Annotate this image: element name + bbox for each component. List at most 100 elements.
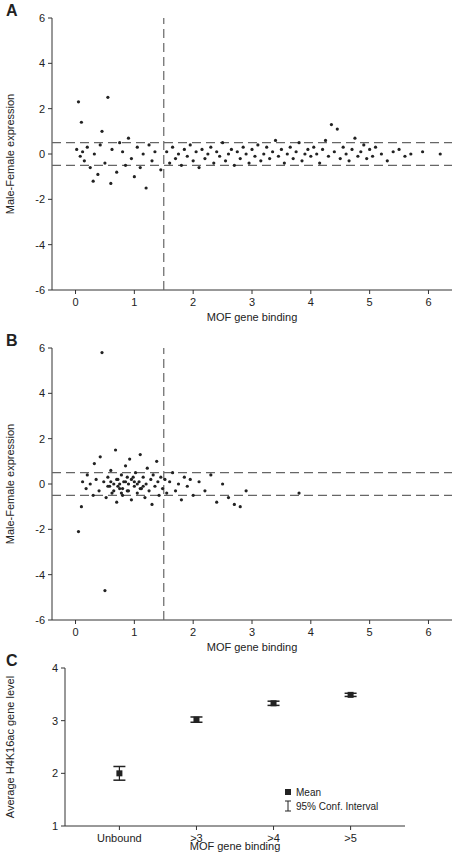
point [324, 139, 327, 142]
point [106, 485, 109, 488]
point [126, 476, 129, 479]
y-tick-label: 2 [39, 103, 45, 115]
figure: AMale-Female expression-6-4-202460123456… [0, 0, 465, 853]
point [280, 148, 283, 151]
point [227, 152, 230, 155]
point [292, 157, 295, 160]
point [142, 476, 145, 479]
point [342, 146, 345, 149]
x-tick [119, 826, 120, 830]
point [136, 146, 139, 149]
point [124, 464, 127, 467]
point [171, 146, 174, 149]
y-tick [48, 438, 52, 439]
point [321, 148, 324, 151]
point [96, 173, 99, 176]
x-tick-label: 2 [190, 626, 196, 638]
point [403, 155, 406, 158]
point [371, 155, 374, 158]
x-tick [252, 620, 253, 624]
legend-swatch [285, 811, 291, 812]
point [318, 161, 321, 164]
point [174, 489, 177, 492]
x-tick [273, 826, 274, 830]
point [133, 485, 136, 488]
y-tick [48, 290, 52, 291]
point [180, 498, 183, 501]
point [197, 166, 200, 169]
legend-label: Mean [296, 787, 321, 798]
point [136, 491, 139, 494]
point [106, 476, 109, 479]
point [109, 182, 112, 185]
y-tick [48, 620, 52, 621]
x-tick [350, 826, 351, 830]
error-bar [190, 717, 202, 722]
y-tick [48, 348, 52, 349]
point [153, 150, 156, 153]
legend-swatch [288, 801, 289, 811]
legend-swatch [285, 789, 291, 795]
x-tick-label: 6 [425, 626, 431, 638]
plot-area [52, 18, 452, 290]
point [236, 150, 239, 153]
point [150, 159, 153, 162]
x-axis-label: MOF gene binding [207, 311, 298, 323]
reference-line [163, 348, 164, 620]
error-bar [113, 766, 125, 780]
point [150, 503, 153, 506]
reference-line [52, 142, 452, 143]
point [106, 96, 109, 99]
point [247, 161, 250, 164]
y-tick [48, 199, 52, 200]
point [163, 478, 166, 481]
point [183, 476, 186, 479]
y-tick [61, 773, 65, 774]
point [136, 482, 139, 485]
point [315, 152, 318, 155]
x-tick-label: >5 [344, 832, 357, 844]
x-tick-label: 3 [249, 626, 255, 638]
y-tick [48, 154, 52, 155]
x-tick-label: 4 [308, 296, 314, 308]
point [102, 480, 105, 483]
point [197, 480, 200, 483]
point [242, 146, 245, 149]
point [212, 161, 215, 164]
point [81, 150, 84, 153]
x-tick [369, 620, 370, 624]
point [146, 467, 149, 470]
mean-marker [271, 700, 277, 706]
point [168, 161, 171, 164]
point [171, 471, 174, 474]
y-tick [48, 484, 52, 485]
point [233, 164, 236, 167]
point [312, 146, 315, 149]
point [265, 146, 268, 149]
point [195, 150, 198, 153]
x-tick [428, 620, 429, 624]
y-axis-label: Average H4K16ac gene level [4, 676, 16, 818]
y-axis-label: Male-Female expression [4, 424, 16, 544]
point [327, 155, 330, 158]
x-axis-label: MOF gene binding [207, 641, 298, 653]
point [421, 150, 424, 153]
point [309, 155, 312, 158]
point [365, 157, 368, 160]
x-tick-label: 1 [131, 626, 137, 638]
point [168, 480, 171, 483]
point [99, 143, 102, 146]
y-tick [48, 393, 52, 394]
x-tick-label: 6 [425, 296, 431, 308]
point [250, 148, 253, 151]
point [115, 501, 118, 504]
point [177, 152, 180, 155]
point [80, 121, 83, 124]
point [174, 157, 177, 160]
point [85, 487, 88, 490]
point [339, 157, 342, 160]
reference-line [163, 18, 164, 290]
point [409, 152, 412, 155]
x-tick [196, 826, 197, 830]
point [115, 171, 118, 174]
